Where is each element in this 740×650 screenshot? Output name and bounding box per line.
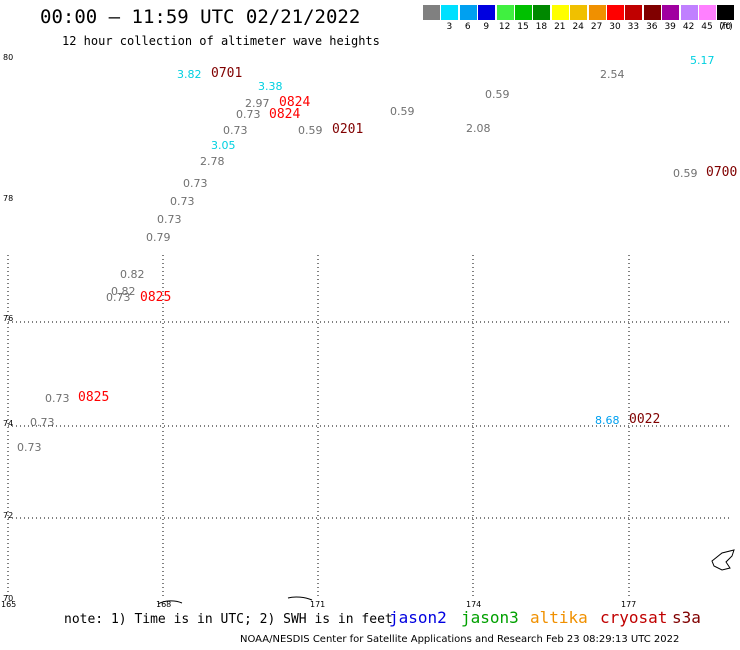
legend-cryosat: cryosat [600, 608, 668, 627]
color-scale-label: 3 [446, 22, 453, 32]
color-swatch [570, 5, 588, 20]
swh-reading: 0.73 [183, 177, 208, 190]
coastline-segment-1 [157, 600, 183, 605]
color-swatch [607, 5, 624, 20]
color-swatch [699, 5, 716, 20]
lon-label-171: 171 [310, 600, 326, 609]
color-swatch [588, 5, 606, 20]
legend-altika: altika [530, 608, 588, 627]
color-swatch [625, 5, 643, 20]
color-scale-label: 36 [646, 22, 658, 32]
color-scale-label: 15 [517, 22, 529, 32]
color-swatch [496, 5, 514, 20]
color-swatch [551, 5, 569, 20]
color-scale-label: 39 [664, 22, 676, 32]
lat-label-70: 70 [3, 594, 14, 603]
swh-reading: 0.59 [298, 124, 323, 137]
swh-reading: 0.73 [157, 213, 182, 226]
color-swatch [717, 5, 735, 20]
color-swatch [423, 5, 440, 20]
swh-reading: 0.59 [673, 167, 698, 180]
color-scale-label: 42 [682, 22, 695, 32]
color-swatch [643, 5, 661, 20]
pass-time: 0700 [706, 165, 738, 180]
color-scale-label: 9 [483, 22, 490, 32]
lat-label-80: 80 [3, 53, 14, 62]
color-scale-label: 27 [590, 22, 603, 32]
color-swatch [680, 5, 698, 20]
lon-label-177: 177 [621, 600, 637, 609]
swh-reading: 5.17 [690, 54, 715, 67]
swh-reading: 3.38 [258, 80, 283, 93]
map-subtitle: 12 hour collection of altimeter wave hei… [62, 34, 380, 48]
pass-time: 0701 [211, 66, 243, 81]
color-scale-label: 30 [609, 22, 621, 32]
swh-reading: 0.59 [485, 88, 510, 101]
swh-reading: 0.73 [223, 124, 248, 137]
graticule [7, 255, 732, 598]
swh-reading: 2.54 [600, 68, 625, 81]
swh-reading: 0.73 [17, 441, 42, 454]
color-scale-label: 18 [535, 22, 548, 32]
swh-reading: 2.97 [245, 97, 270, 110]
swh-reading: 0.82 [111, 285, 136, 298]
color-scale-label: 12 [498, 22, 511, 32]
pass-time: 0825 [78, 390, 110, 405]
lon-label-174: 174 [466, 600, 482, 609]
color-scale-unit: (ft) [719, 22, 733, 32]
color-scale-label: 45 [701, 22, 713, 32]
swh-reading: 2.78 [200, 155, 225, 168]
footer-credit: NOAA/NESDIS Center for Satellite Applica… [240, 634, 680, 645]
color-swatch [533, 5, 551, 20]
swh-reading: 0.59 [390, 105, 415, 118]
lat-label-72: 72 [3, 511, 14, 520]
color-swatch [441, 5, 459, 20]
swh-reading: 0.73 [170, 195, 195, 208]
swh-reading: 0.82 [120, 268, 145, 281]
color-swatch [515, 5, 532, 20]
note-text: note: 1) Time is in UTC; 2) SWH is in fe… [64, 612, 393, 627]
legend-jason3: jason3 [461, 608, 519, 627]
lat-label-78: 78 [3, 194, 14, 203]
coastline-island [711, 549, 735, 571]
swh-reading: 0.73 [45, 392, 70, 405]
map-title: 00:00 – 11:59 UTC 02/21/2022 [40, 6, 361, 28]
swh-reading: 8.68 [595, 414, 620, 427]
legend-s3a: s3a [672, 608, 701, 627]
pass-time: 0201 [332, 122, 364, 137]
color-swatch [459, 5, 477, 20]
pass-time: 0824 [279, 95, 311, 110]
lon-label-165: 165 [1, 600, 17, 609]
swh-reading: 3.82 [177, 68, 202, 81]
swh-reading: 3.05 [211, 139, 236, 152]
color-scale-label: 33 [627, 22, 640, 32]
pass-time: 0825 [140, 290, 172, 305]
coastline-segment-2 [287, 596, 313, 601]
legend-jason2: jason2 [389, 608, 447, 627]
color-swatch [478, 5, 496, 20]
lat-label-76: 76 [3, 314, 14, 323]
color-swatch [662, 5, 680, 20]
color-scale-label: 6 [464, 22, 471, 32]
swh-reading: 0.73 [236, 108, 261, 121]
color-scale-label: 24 [572, 22, 584, 32]
swh-reading: 2.08 [466, 122, 491, 135]
pass-time: 0022 [629, 412, 661, 427]
swh-reading: 0.73 [106, 291, 131, 304]
swh-reading: 0.79 [146, 231, 171, 244]
lon-label-168: 168 [156, 600, 172, 609]
color-scale-label: 21 [554, 22, 566, 32]
swh-reading: 0.73 [30, 416, 55, 429]
color-scale-label: 70 [719, 22, 732, 32]
pass-time: 0824 [269, 107, 301, 122]
lat-label-74: 74 [3, 419, 14, 428]
coastline [157, 549, 735, 605]
